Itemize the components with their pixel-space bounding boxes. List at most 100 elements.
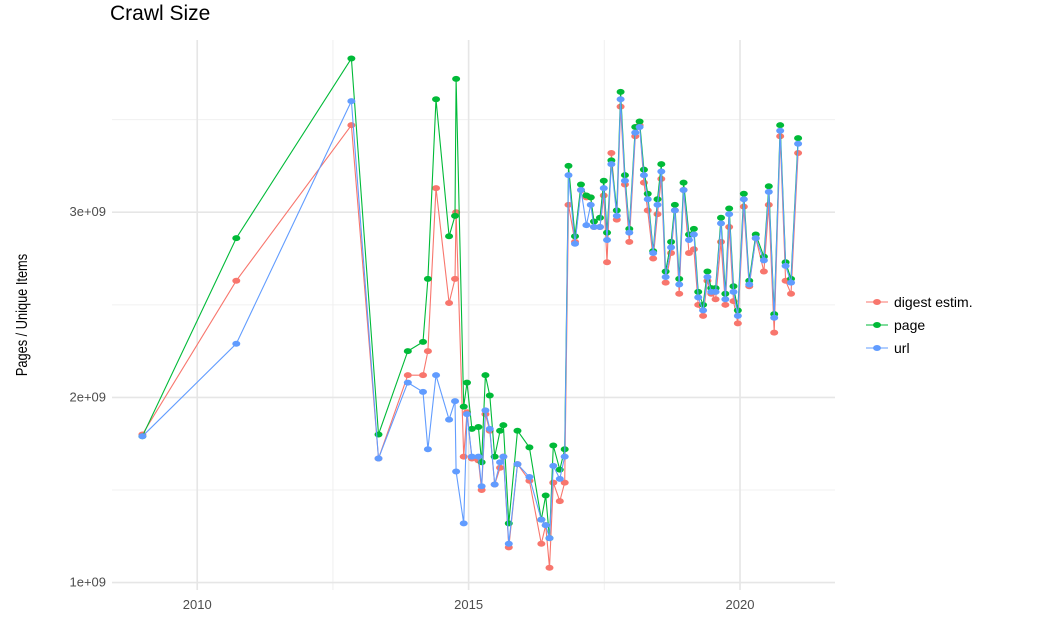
data-point	[759, 257, 768, 264]
data-point	[496, 427, 505, 434]
data-point	[653, 211, 662, 218]
data-point	[419, 388, 428, 395]
data-point	[599, 185, 608, 192]
data-point	[603, 237, 612, 243]
data-point	[770, 329, 779, 336]
data-point	[699, 307, 708, 314]
data-point	[496, 459, 505, 466]
data-point	[545, 564, 554, 571]
data-point	[445, 416, 454, 423]
data-point	[764, 183, 773, 190]
data-point	[639, 172, 648, 179]
data-point	[661, 279, 670, 286]
data-point	[232, 340, 241, 347]
data-point	[452, 468, 461, 475]
data-point	[657, 161, 666, 168]
chart-title: Crawl Size	[110, 2, 211, 25]
data-point	[445, 299, 454, 306]
data-point	[525, 474, 534, 481]
data-point	[232, 235, 241, 242]
legend-label: digest estim.	[894, 294, 973, 310]
data-point	[537, 516, 546, 523]
data-point	[689, 225, 698, 232]
data-point	[653, 201, 662, 208]
data-point	[679, 187, 688, 193]
data-point	[474, 424, 483, 431]
data-point	[616, 88, 625, 95]
legend-key-point	[873, 322, 881, 328]
x-tick-label: 2010	[183, 597, 212, 612]
data-point	[643, 196, 652, 203]
data-point	[689, 246, 698, 253]
data-point	[525, 444, 534, 451]
data-point	[513, 461, 522, 468]
data-point	[670, 207, 679, 214]
data-point	[496, 464, 505, 471]
data-point	[571, 240, 580, 247]
y-tick-label: 1e+09	[69, 575, 106, 590]
series-page	[138, 55, 803, 542]
data-point	[459, 403, 468, 410]
y-axis-label: Pages / Unique Items	[14, 254, 32, 376]
data-point	[684, 249, 693, 256]
data-point	[452, 75, 461, 82]
data-point	[423, 446, 432, 453]
data-point	[657, 168, 666, 175]
data-point	[374, 455, 383, 462]
data-point	[423, 275, 432, 282]
data-point	[631, 129, 640, 136]
data-point	[776, 122, 785, 129]
data-point	[670, 201, 679, 208]
data-point	[485, 392, 494, 399]
data-point	[347, 122, 356, 129]
data-point	[649, 255, 658, 262]
data-point	[560, 453, 569, 460]
data-point	[711, 288, 720, 295]
data-point	[717, 238, 726, 245]
data-point	[661, 274, 670, 281]
data-point	[729, 288, 738, 295]
data-point	[451, 212, 460, 219]
data-point	[459, 453, 468, 460]
data-point	[684, 237, 693, 243]
data-point	[694, 294, 703, 301]
data-point	[504, 540, 513, 547]
data-point	[419, 372, 428, 379]
data-point	[776, 127, 785, 134]
data-point	[635, 124, 644, 131]
data-point	[403, 379, 412, 386]
data-point	[490, 481, 499, 488]
data-point	[555, 475, 564, 482]
data-point	[751, 235, 760, 242]
legend-label: page	[894, 317, 925, 333]
data-point	[347, 55, 356, 62]
data-point	[770, 314, 779, 321]
data-point	[555, 498, 564, 505]
x-tick-label: 2020	[726, 597, 755, 612]
data-point	[653, 196, 662, 203]
data-point	[403, 372, 412, 379]
data-point	[467, 425, 476, 432]
data-point	[675, 281, 684, 288]
data-point	[549, 442, 558, 449]
data-point	[703, 274, 712, 281]
data-point	[725, 211, 734, 218]
data-point	[586, 194, 595, 201]
data-point	[451, 275, 460, 282]
data-point	[635, 118, 644, 125]
data-point	[459, 520, 468, 527]
data-point	[432, 372, 441, 379]
data-point	[423, 348, 432, 355]
data-point	[717, 220, 726, 227]
data-point	[625, 238, 634, 245]
data-point	[703, 268, 712, 275]
data-point	[586, 201, 595, 208]
data-point	[699, 312, 708, 319]
data-point	[717, 214, 726, 221]
data-point	[232, 277, 241, 284]
data-point	[689, 231, 698, 238]
legend-key-point	[873, 299, 881, 305]
data-point	[419, 338, 428, 345]
data-point	[764, 188, 773, 195]
